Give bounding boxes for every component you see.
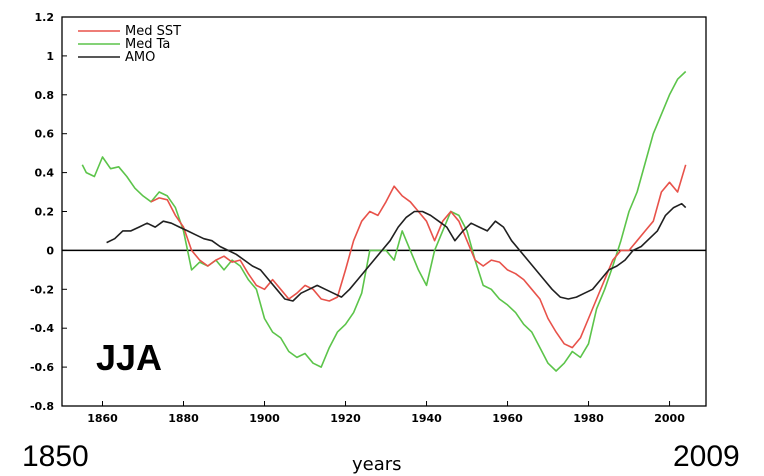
series-line-amo	[106, 202, 687, 302]
y-tick-label: 0.4	[35, 167, 55, 180]
y-tick-label: 0.2	[35, 206, 55, 219]
y-tick-label: -0.4	[30, 322, 54, 335]
y-tick-label: -0.8	[30, 400, 54, 413]
y-tick-label: -0.2	[30, 283, 54, 296]
y-tick-label: 1	[46, 50, 54, 63]
series-lines	[81, 70, 687, 372]
series-line-med-sst	[150, 164, 687, 349]
y-tick-label: 0.8	[35, 89, 55, 102]
y-tick-label: 0	[46, 244, 54, 257]
y-axis-ticks: 1.2 1 0.8 0.6 0.4 0.2 0 -0.2 -0.4 -0.6 -0.8	[30, 11, 67, 413]
legend-label: Med Ta	[125, 37, 170, 52]
x-axis-ticks: 1860 1880 1900 1920 1940 1960 1980 2000	[87, 401, 685, 425]
x-tick-label: 1920	[330, 412, 361, 425]
end-year-label: 2009	[673, 440, 740, 473]
x-tick-label: 2000	[654, 412, 685, 425]
x-tick-label: 1940	[411, 412, 442, 425]
x-tick-label: 1860	[87, 412, 118, 425]
y-tick-label: 1.2	[35, 11, 55, 24]
legend-label: Med SST	[125, 24, 181, 39]
x-tick-label: 1900	[249, 412, 280, 425]
series-line-med-ta	[81, 70, 687, 372]
x-tick-label: 1880	[168, 412, 199, 425]
y-tick-label: -0.6	[30, 361, 54, 374]
x-axis-label: years	[352, 454, 402, 475]
start-year-label: 1850	[22, 440, 89, 473]
legend-label: AMO	[125, 50, 155, 65]
season-label: JJA	[96, 337, 162, 378]
y-tick-label: 0.6	[35, 128, 55, 141]
x-tick-label: 1960	[492, 412, 523, 425]
x-tick-label: 1980	[573, 412, 604, 425]
